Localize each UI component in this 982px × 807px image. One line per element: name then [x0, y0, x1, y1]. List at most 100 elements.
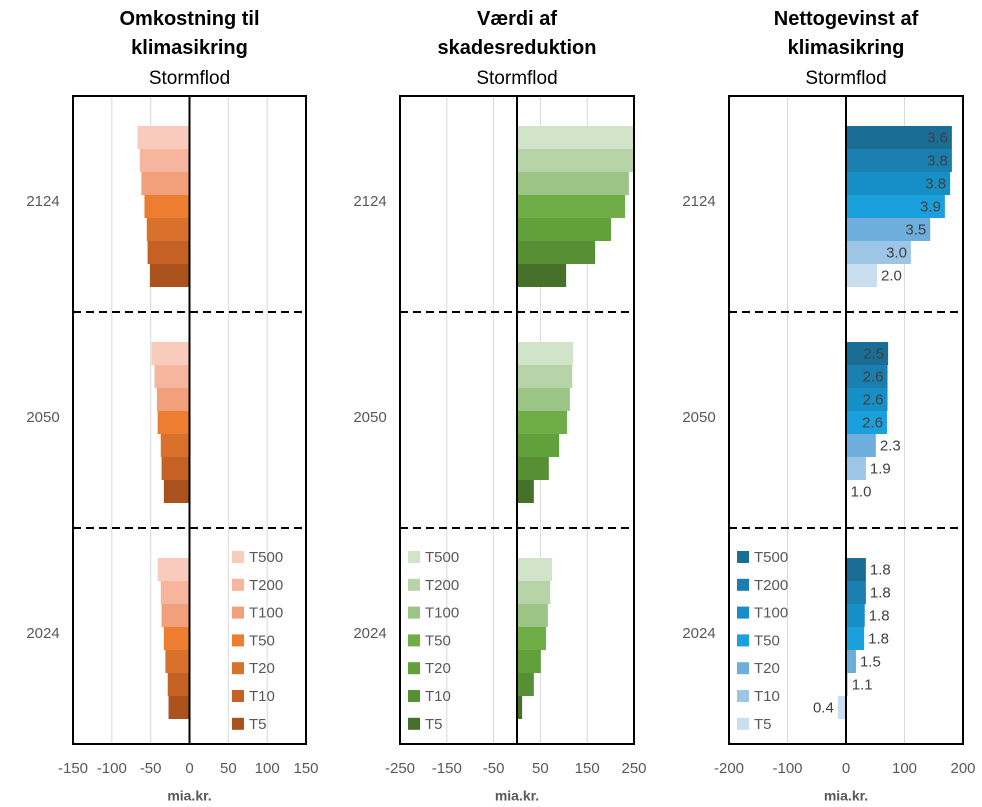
- legend-swatch: [408, 717, 420, 730]
- bar: [517, 411, 568, 434]
- y-tick-label: 2124: [353, 193, 386, 210]
- x-tick-label: -250: [385, 760, 415, 777]
- data-label: 3.0: [886, 244, 907, 261]
- data-label: 1.8: [869, 607, 890, 624]
- bar: [846, 627, 865, 650]
- x-tick-label: -50: [483, 760, 505, 777]
- y-tick-label: 2050: [682, 409, 715, 426]
- legend-swatch: [232, 717, 244, 730]
- bar: [517, 480, 534, 503]
- bar: [157, 411, 190, 434]
- x-tick-label: 250: [621, 760, 646, 777]
- chart-title: Omkostning til klimasikring: [119, 8, 260, 59]
- bar: [517, 218, 612, 241]
- legend-label: T10: [425, 688, 451, 705]
- x-axis-label: mia.kr.: [824, 788, 868, 804]
- bar: [165, 650, 190, 673]
- bar: [846, 149, 952, 172]
- x-tick-label: 0: [842, 760, 850, 777]
- data-label: 0.4: [813, 699, 834, 716]
- data-label: 1.5: [860, 653, 881, 670]
- bar: [141, 172, 190, 195]
- legend-swatch: [737, 606, 749, 619]
- legend-swatch: [232, 662, 244, 675]
- bar: [154, 365, 190, 388]
- bar: [846, 650, 856, 673]
- chart-subtitle: Stormflod: [476, 68, 558, 89]
- legend-label: T5: [425, 716, 443, 733]
- legend-label: T5: [249, 716, 267, 733]
- legend-label: T50: [249, 632, 275, 649]
- bar: [846, 195, 945, 218]
- bar: [846, 388, 888, 411]
- x-tick-label: 150: [293, 760, 318, 777]
- data-label: 2.6: [863, 391, 884, 408]
- data-label: 1.8: [870, 584, 891, 601]
- x-tick-label: 50: [532, 760, 549, 777]
- data-label: 3.8: [925, 175, 946, 192]
- bar: [846, 558, 866, 581]
- bar: [846, 172, 951, 195]
- legend-label: T100: [754, 605, 788, 622]
- bar: [837, 696, 846, 719]
- bar: [517, 604, 548, 627]
- x-tick-label: 100: [255, 760, 280, 777]
- bar: [151, 342, 190, 365]
- legend-label: T20: [754, 660, 780, 677]
- legend-label: T500: [425, 549, 459, 566]
- bar: [146, 218, 190, 241]
- x-tick-label: 100: [892, 760, 917, 777]
- x-axis-label: mia.kr.: [495, 788, 539, 804]
- legend-label: T500: [249, 549, 283, 566]
- data-label: 2.3: [880, 437, 901, 454]
- bar: [517, 558, 553, 581]
- legend-swatch: [408, 606, 420, 619]
- bar: [517, 241, 596, 264]
- data-label: 3.8: [927, 152, 948, 169]
- bar: [517, 581, 551, 604]
- data-label: 1.8: [870, 561, 891, 578]
- bar: [517, 365, 573, 388]
- x-tick-label: 50: [220, 760, 237, 777]
- legend-label: T20: [425, 660, 451, 677]
- legend-label: T200: [425, 577, 459, 594]
- y-tick-label: 2124: [26, 193, 59, 210]
- bar: [846, 342, 889, 365]
- bar: [517, 627, 547, 650]
- data-label: 3.5: [905, 221, 926, 238]
- bar: [160, 434, 190, 457]
- y-tick-label: 2050: [26, 409, 59, 426]
- data-label: 2.5: [863, 345, 884, 362]
- x-tick-label: -150: [58, 760, 88, 777]
- bar: [517, 195, 626, 218]
- legend-swatch: [408, 634, 420, 647]
- data-label: 2.0: [881, 267, 902, 284]
- bar: [846, 434, 876, 457]
- legend-swatch: [737, 634, 749, 647]
- x-tick-label: -150: [432, 760, 462, 777]
- legend-swatch: [737, 717, 749, 730]
- bar: [144, 195, 190, 218]
- bar: [137, 126, 190, 149]
- bar: [156, 388, 190, 411]
- bar: [846, 457, 866, 480]
- data-label: 3.9: [920, 198, 941, 215]
- legend-swatch: [737, 578, 749, 591]
- bar: [139, 149, 190, 172]
- data-label: 1.9: [870, 460, 891, 477]
- chart-subtitle: Stormflod: [805, 68, 887, 89]
- x-tick-label: -100: [772, 760, 802, 777]
- bar: [846, 581, 866, 604]
- legend-label: T50: [754, 632, 780, 649]
- data-label: 2.6: [862, 414, 883, 431]
- y-tick-label: 2024: [353, 625, 386, 642]
- chart-subtitle: Stormflod: [148, 68, 231, 89]
- y-tick-label: 2024: [26, 625, 59, 642]
- x-tick-label: -100: [97, 760, 127, 777]
- bar: [517, 650, 541, 673]
- data-label: 1.8: [868, 630, 889, 647]
- legend-swatch: [408, 551, 420, 563]
- bar: [157, 558, 190, 581]
- y-tick-label: 2124: [682, 193, 715, 210]
